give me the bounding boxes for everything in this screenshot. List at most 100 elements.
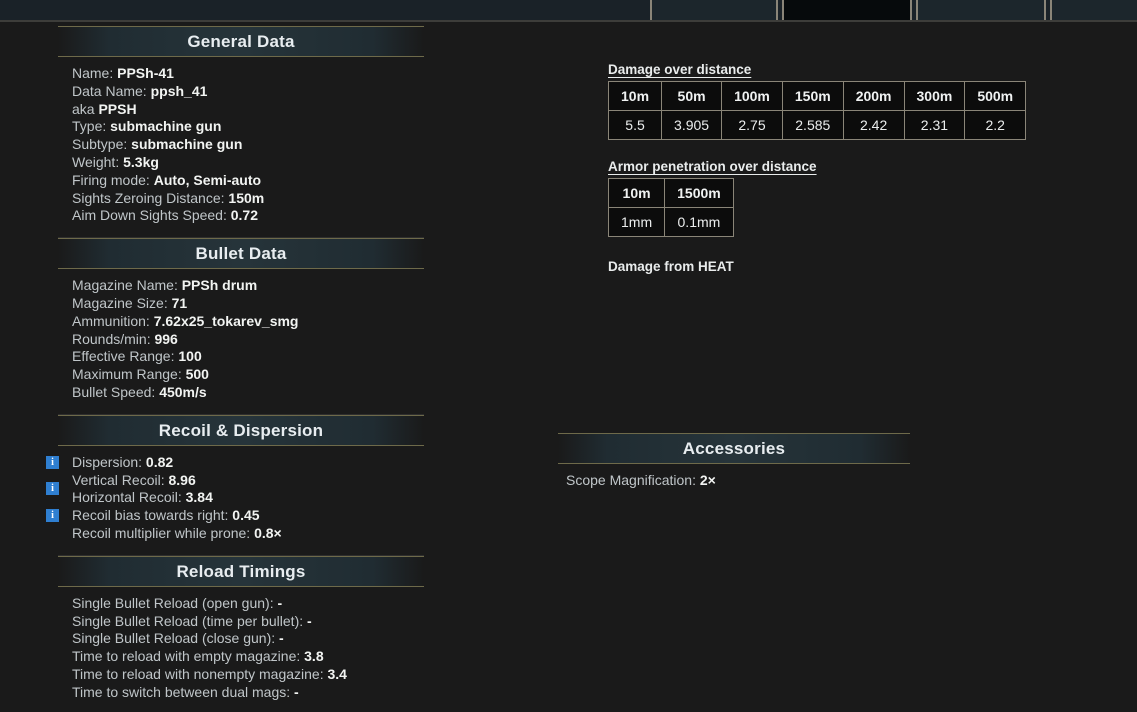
value-magazine-name: PPSh drum xyxy=(181,277,258,294)
value-recoil-multiplier-prone: 0.8× xyxy=(254,524,282,541)
table-row-values-damage: 5.5 3.905 2.75 2.585 2.42 2.31 2.2 xyxy=(607,110,1027,140)
value-maximum-range: 500 xyxy=(185,366,209,383)
label-firing-mode: Firing mode: xyxy=(72,171,150,188)
row-bullet-speed: Bullet Speed: 450m/s xyxy=(72,384,424,402)
label-reload-nonempty-magazine: Time to reload with nonempty magazine: xyxy=(72,665,324,682)
info-icon-recoil-bias[interactable]: i xyxy=(46,508,59,522)
label-weight: Weight: xyxy=(72,153,120,170)
info-icon-dispersion[interactable]: i xyxy=(46,455,59,469)
damage-value-100m: 2.75 xyxy=(721,110,783,140)
value-rounds-per-min: 996 xyxy=(154,330,178,347)
value-subtype: submachine gun xyxy=(131,136,243,153)
damage-dist-500m: 500m xyxy=(964,81,1027,111)
panel-title-recoil-dispersion: Recoil & Dispersion xyxy=(58,414,424,446)
row-magazine-name: Magazine Name: PPSh drum xyxy=(72,277,424,295)
label-effective-range: Effective Range: xyxy=(72,348,175,365)
label-name: Name: xyxy=(72,65,114,81)
value-effective-range: 100 xyxy=(178,348,202,365)
row-firing-mode: Firing mode: Auto, Semi-auto xyxy=(72,172,424,190)
row-switch-dual-mags: Time to switch between dual mags: - xyxy=(72,684,424,702)
label-single-bullet-open-gun: Single Bullet Reload (open gun): xyxy=(72,594,274,611)
row-reload-empty-magazine: Time to reload with empty magazine: 3.8 xyxy=(72,648,424,666)
label-magazine-name: Magazine Name: xyxy=(72,277,178,294)
panel-title-general-data: General Data xyxy=(58,26,424,57)
damage-value-300m: 2.31 xyxy=(903,110,966,140)
panel-body-bullet-data: Magazine Name: PPSh drum Magazine Size: … xyxy=(58,269,424,412)
panel-reload-timings: Reload Timings Single Bullet Reload (ope… xyxy=(58,555,424,712)
tab-strip[interactable] xyxy=(650,0,1137,20)
panel-body-reload-timings: Single Bullet Reload (open gun): - Singl… xyxy=(58,587,424,712)
row-weight: Weight: 5.3kg xyxy=(72,154,424,172)
row-vertical-recoil: Vertical Recoil: 8.96 xyxy=(72,472,424,490)
info-icon-recoil[interactable]: i xyxy=(46,481,59,495)
label-single-bullet-close-gun: Single Bullet Reload (close gun): xyxy=(72,630,276,647)
table-row-header-armor: 10m 1500m xyxy=(607,178,734,208)
damage-value-150m: 2.585 xyxy=(781,110,844,140)
label-horizontal-recoil: Horizontal Recoil: xyxy=(72,489,182,506)
value-magazine-size: 71 xyxy=(171,294,188,311)
panel-title-bullet-data: Bullet Data xyxy=(58,238,424,270)
value-vertical-recoil: 8.96 xyxy=(168,471,196,488)
label-single-bullet-time-per-bullet: Single Bullet Reload (time per bullet): xyxy=(72,612,304,629)
damage-dist-200m: 200m xyxy=(842,81,905,111)
top-bar xyxy=(0,0,1137,22)
divider-bullet-recoil xyxy=(58,413,424,415)
armor-penetration-title: Armor penetration over distance xyxy=(608,159,817,174)
value-data-name: ppsh_41 xyxy=(150,82,208,99)
label-data-name: Data Name: xyxy=(72,82,147,99)
label-vertical-recoil: Vertical Recoil: xyxy=(72,471,165,488)
armor-penetration-title-text: Armor penetration over distance xyxy=(608,159,817,174)
row-type: Type: submachine gun xyxy=(72,118,424,136)
damage-value-500m: 2.2 xyxy=(964,110,1027,140)
value-sights-zeroing-distance: 150m xyxy=(228,189,265,206)
label-aka: aka xyxy=(72,100,95,117)
damage-over-distance-title: Damage over distance xyxy=(608,62,751,77)
label-recoil-multiplier-prone: Recoil multiplier while prone: xyxy=(72,524,251,541)
armor-penetration-table: 10m 1500m 1mm 0.1mm xyxy=(607,178,734,237)
value-single-bullet-close-gun: - xyxy=(279,630,284,647)
tab-1[interactable] xyxy=(650,0,778,20)
label-bullet-speed: Bullet Speed: xyxy=(72,383,156,400)
label-ammunition: Ammunition: xyxy=(72,312,150,329)
panel-accessories: Accessories Scope Magnification: 2× xyxy=(558,433,910,500)
label-recoil-bias-right: Recoil bias towards right: xyxy=(72,507,229,524)
row-single-bullet-close-gun: Single Bullet Reload (close gun): - xyxy=(72,630,424,648)
row-single-bullet-open-gun: Single Bullet Reload (open gun): - xyxy=(72,595,424,613)
tab-3[interactable] xyxy=(916,0,1046,20)
panel-recoil-dispersion: Recoil & Dispersion i i i Dispersion: 0.… xyxy=(46,414,424,553)
value-reload-nonempty-magazine: 3.4 xyxy=(327,665,347,682)
armor-penetration-block: Armor penetration over distance 10m 1500… xyxy=(606,158,1078,274)
value-aka: PPSH xyxy=(98,100,137,117)
tab-4[interactable] xyxy=(1050,0,1137,20)
value-switch-dual-mags: - xyxy=(294,683,299,700)
label-subtype: Subtype: xyxy=(72,136,128,153)
label-maximum-range: Maximum Range: xyxy=(72,366,182,383)
armor-dist-1500m: 1500m xyxy=(664,178,734,208)
right-column: Damage over distance 10m 50m 100m 150m 2… xyxy=(558,26,1078,500)
value-scope-magnification: 2× xyxy=(699,472,716,488)
label-sights-zeroing-distance: Sights Zeroing Distance: xyxy=(72,189,225,206)
row-ammunition: Ammunition: 7.62x25_tokarev_smg xyxy=(72,313,424,331)
armor-value-1500m: 0.1mm xyxy=(664,207,734,237)
label-scope-magnification: Scope Magnification: xyxy=(566,472,696,488)
panel-title-reload-timings: Reload Timings xyxy=(58,555,424,587)
value-horizontal-recoil: 3.84 xyxy=(185,489,213,506)
panel-body-general-data: Name: PPSh-41 Data Name: ppsh_41 aka PPS… xyxy=(58,57,424,235)
row-ads-speed: Aim Down Sights Speed: 0.72 xyxy=(72,207,424,225)
panel-body-accessories: Scope Magnification: 2× xyxy=(558,464,910,500)
armor-dist-10m: 10m xyxy=(607,178,666,208)
row-subtype: Subtype: submachine gun xyxy=(72,136,424,154)
panel-body-recoil-dispersion: i i i Dispersion: 0.82 Vertical Recoil: … xyxy=(46,446,424,553)
value-type: submachine gun xyxy=(110,118,222,135)
table-row-values-armor: 1mm 0.1mm xyxy=(607,207,734,237)
row-data-name: Data Name: ppsh_41 xyxy=(72,83,424,101)
label-type: Type: xyxy=(72,118,107,135)
value-ads-speed: 0.72 xyxy=(230,207,258,224)
row-recoil-bias-right: Recoil bias towards right: 0.45 xyxy=(72,507,424,525)
row-maximum-range: Maximum Range: 500 xyxy=(72,366,424,384)
tab-2[interactable] xyxy=(782,0,912,20)
value-dispersion: 0.82 xyxy=(145,453,174,470)
row-aka: aka PPSH xyxy=(72,101,424,119)
row-reload-nonempty-magazine: Time to reload with nonempty magazine: 3… xyxy=(72,666,424,684)
row-rounds-per-min: Rounds/min: 996 xyxy=(72,331,424,349)
